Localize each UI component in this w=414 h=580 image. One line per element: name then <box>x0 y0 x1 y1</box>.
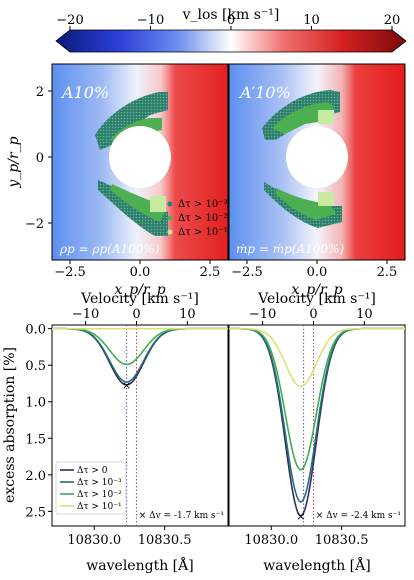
map-xtick-label-right: 0.0 <box>307 265 328 280</box>
colorbar-ticks: −20 −10 0 10 20 <box>56 13 400 30</box>
map-left-footer: ρp = ρp(A100%) <box>59 242 160 256</box>
map-xlabel-right: x_p/r_p <box>291 282 342 298</box>
spectrum-right-frame <box>228 324 406 527</box>
map-xlabel-left: x_p/r_p <box>114 282 165 298</box>
map-left-title: A10% <box>60 83 109 102</box>
map-right-title: A′10% <box>238 83 291 102</box>
map-right-footer: ṁp = ṁp(A100%) <box>236 242 344 256</box>
map-left-absorption-region <box>95 92 168 150</box>
planet-disk <box>286 126 348 188</box>
series-line-2 <box>52 327 228 366</box>
colorbar-tick-label: −10 <box>137 13 164 28</box>
top-xtick-label: −10 <box>249 307 276 322</box>
map-right-absorption-region <box>318 110 334 124</box>
colorbar-tick-label: 10 <box>303 13 320 28</box>
map-ytick-label: 0 <box>36 151 44 166</box>
map-legend-label: Δτ > 10⁻³ <box>178 199 228 210</box>
map-left-absorption-region <box>110 184 166 222</box>
map-ylabel: y_p/r_p <box>6 136 22 188</box>
map-left-absorption-region <box>150 196 166 212</box>
min-marker: × <box>296 510 305 523</box>
spectrum-left: Velocity [km s⁻¹] × × Δv = -1.7 km s⁻¹ 108… <box>25 291 229 548</box>
map-legend-marker <box>167 215 173 221</box>
ytick-label: 0.5 <box>25 359 46 374</box>
xtick-label: 10830.5 <box>138 533 192 548</box>
min-marker: × <box>122 379 131 392</box>
map-legend-label: Δτ > 10⁻² <box>178 213 228 224</box>
legend-label: Δτ > 10⁻¹ <box>77 502 122 512</box>
spectrum-left-top-xlabel: Velocity [km s⁻¹] <box>80 291 199 307</box>
map-legend: Δτ > 10⁻³ Δτ > 10⁻² Δτ > 10⁻¹ <box>167 199 228 238</box>
map-right-absorption-region <box>318 192 334 206</box>
spectrum-right-top-xlabel: Velocity [km s⁻¹] <box>257 291 376 307</box>
spectrum-right-xlabel: wavelength [Å] <box>263 556 370 574</box>
ytick-label: 2.0 <box>25 469 46 484</box>
map-yticks: 2 0 −2 <box>25 85 52 232</box>
series-line-0 <box>229 327 405 517</box>
top-xtick-label: 10 <box>179 307 196 322</box>
colorbar-tick-label: 0 <box>227 13 235 28</box>
ytick-label: 1.5 <box>25 432 46 447</box>
map-left <box>52 64 228 260</box>
top-xtick-label: −10 <box>72 307 99 322</box>
spectrum-ylabel: excess absorption [%] <box>2 347 18 503</box>
map-legend-label: Δτ > 10⁻¹ <box>178 227 228 238</box>
xtick-label: 10830.5 <box>315 533 369 548</box>
spectrum-legend <box>55 461 127 515</box>
map-xtick-label-right: −2.5 <box>231 265 263 280</box>
map-xtick-label-left: −2.5 <box>54 265 86 280</box>
ytick-label: 1.0 <box>25 396 46 411</box>
ytick-label: 0.0 <box>25 323 46 338</box>
map-xticks: −2.5 0.0 2.5 −2.5 0.0 2.5 <box>54 260 397 280</box>
spectrum-left-xlabel: wavelength [Å] <box>86 556 193 574</box>
map-xtick-label-right: 2.5 <box>377 265 398 280</box>
map-legend-marker <box>167 201 173 207</box>
map-legend-marker <box>167 229 173 235</box>
xtick-label: 10830.0 <box>67 533 121 548</box>
xtick-label: 10830.0 <box>244 533 298 548</box>
colorbar-tick-label: 20 <box>384 13 401 28</box>
top-xtick-label: 0 <box>309 307 317 322</box>
series-line-2 <box>229 327 405 471</box>
map-xtick-label-left: 0.0 <box>130 265 151 280</box>
ytick-label: 2.5 <box>25 505 46 520</box>
legend-label: Δτ > 10⁻³ <box>77 478 122 488</box>
colorbar: v_los [km s⁻¹] −20 −10 0 10 20 <box>55 7 407 53</box>
spectrum-left-frame <box>51 324 229 527</box>
series-line-0 <box>52 327 228 386</box>
colorbar-bar <box>55 29 407 53</box>
map-xtick-label-left: 2.5 <box>200 265 221 280</box>
legend-label: Δτ > 10⁻² <box>77 490 122 500</box>
spectrum-right: Velocity [km s⁻¹] × × Δv = -2.4 km s⁻¹ 108… <box>228 291 406 548</box>
planet-disk <box>109 126 171 188</box>
top-xtick-label: 10 <box>356 307 373 322</box>
top-xtick-label: 0 <box>132 307 140 322</box>
legend-label: Δτ > 0 <box>77 466 108 476</box>
series-line-1 <box>229 327 405 503</box>
map-right <box>229 64 405 260</box>
series-line-3 <box>229 327 405 388</box>
colorbar-label: v_los [km s⁻¹] <box>182 7 280 23</box>
velocity-shift-label: × Δv = -2.4 km s⁻¹ <box>316 511 401 521</box>
map-ytick-label: −2 <box>25 217 44 232</box>
velocity-shift-label: × Δv = -1.7 km s⁻¹ <box>139 511 224 521</box>
map-ytick-label: 2 <box>36 85 44 100</box>
colorbar-tick-label: −20 <box>56 13 83 28</box>
map-right-absorption-region <box>276 188 336 220</box>
